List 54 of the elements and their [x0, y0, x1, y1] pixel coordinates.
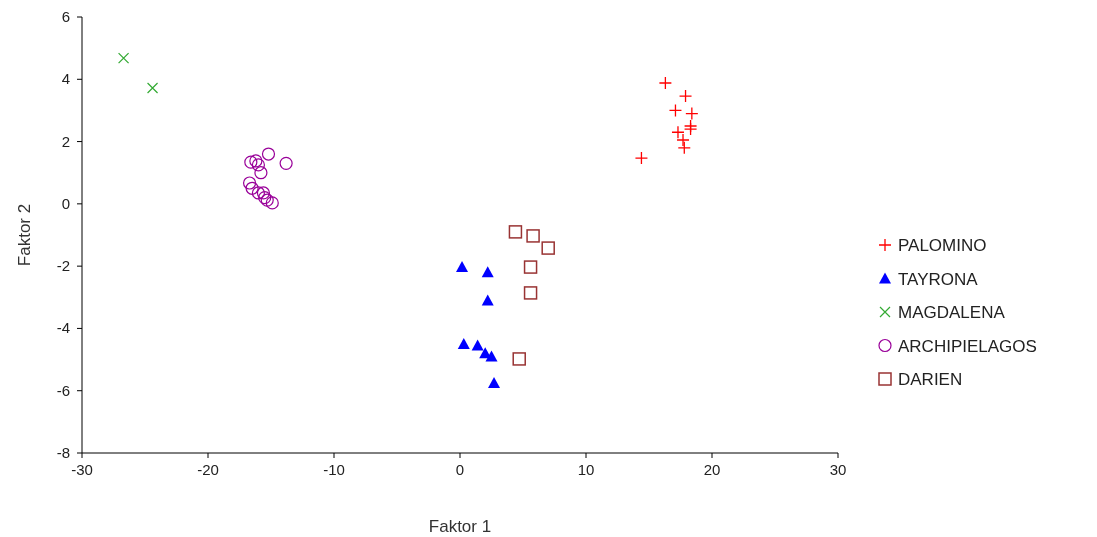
- point: [508, 225, 523, 239]
- point: [249, 154, 263, 168]
- legend-label: PALOMINO: [898, 236, 987, 255]
- point: [244, 155, 258, 169]
- point: [279, 156, 293, 170]
- point: [457, 338, 470, 349]
- point: [245, 181, 259, 195]
- point: [146, 82, 159, 94]
- x-tick-label: -30: [71, 461, 93, 478]
- legend-label: TAYRONA: [898, 269, 979, 289]
- y-tick-label: 2: [61, 132, 70, 150]
- point: [471, 339, 484, 351]
- y-tick-label: 0: [61, 194, 70, 212]
- x-tick-label: 10: [577, 461, 595, 478]
- y-tick-label: -8: [56, 444, 70, 461]
- point: [678, 89, 693, 103]
- point: [117, 52, 130, 64]
- x-tick-label: 30: [829, 461, 847, 478]
- point: [488, 376, 501, 388]
- point: [634, 151, 649, 165]
- point: [481, 266, 494, 278]
- y-tick-label: -2: [56, 257, 70, 275]
- point: [265, 196, 279, 210]
- point: [254, 166, 268, 180]
- legend-label: DARIEN: [898, 370, 963, 389]
- point: [541, 241, 555, 255]
- point: [523, 286, 538, 300]
- point: [668, 103, 683, 118]
- point: [261, 147, 276, 161]
- y-tick-label: 4: [61, 70, 70, 88]
- point: [251, 158, 265, 172]
- y-axis-title: Faktor 2: [15, 203, 34, 267]
- point: [485, 350, 498, 362]
- point: [658, 76, 673, 90]
- point: [512, 352, 526, 366]
- point: [256, 186, 271, 200]
- point: [481, 294, 494, 306]
- point: [456, 261, 469, 273]
- x-tick-label: 0: [455, 461, 465, 478]
- point: [523, 260, 538, 274]
- point: [242, 176, 257, 190]
- legend-label: MAGDALENA: [898, 303, 1006, 322]
- point: [677, 141, 691, 155]
- x-tick-label: 20: [703, 461, 721, 478]
- x-tick-label: -20: [197, 461, 219, 478]
- x-tick-label: -10: [323, 461, 345, 478]
- y-tick-label: 6: [61, 8, 70, 25]
- x-axis-title: Faktor 1: [428, 517, 492, 536]
- y-tick-label: -6: [56, 381, 70, 399]
- point: [251, 186, 265, 200]
- y-tick-label: -4: [56, 319, 70, 337]
- point: [685, 106, 699, 121]
- point: [526, 229, 540, 243]
- legend-label: ARCHIPIELAGOS: [898, 336, 1037, 356]
